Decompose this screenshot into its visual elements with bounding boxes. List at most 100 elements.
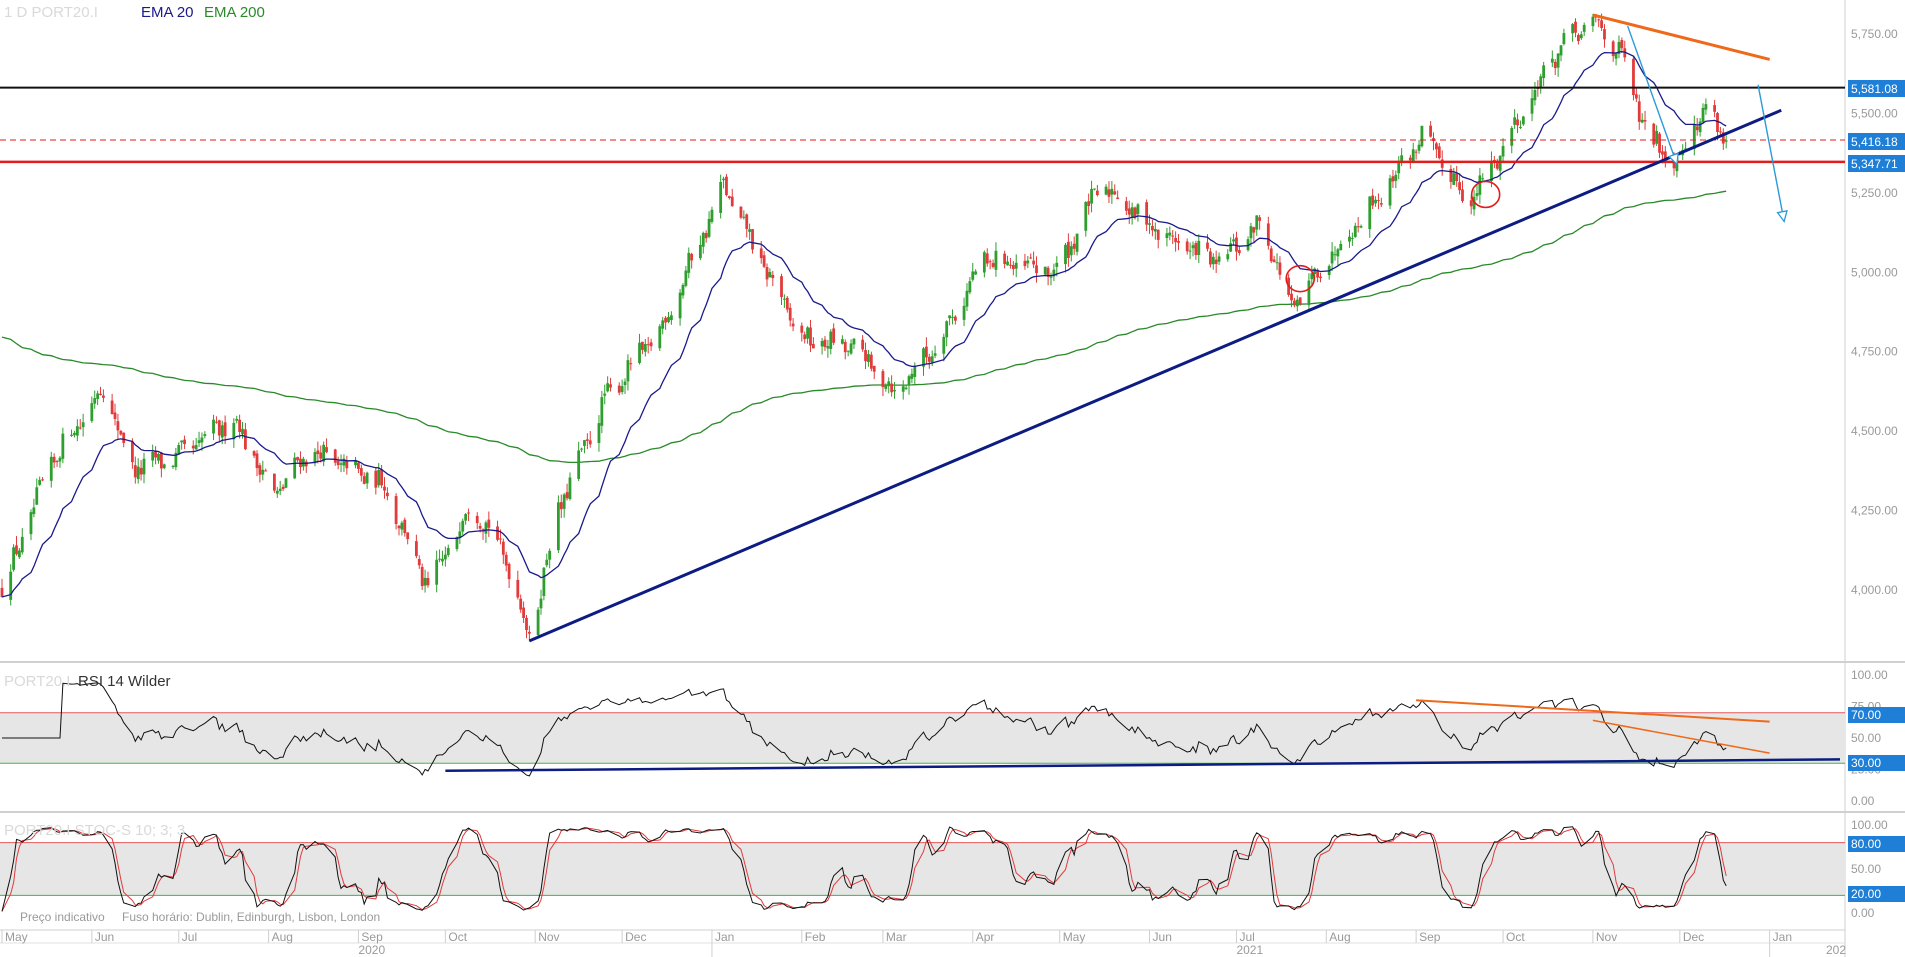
- candle-body: [264, 470, 268, 472]
- candle-body: [1290, 293, 1293, 301]
- candle: [780, 273, 783, 306]
- svg-text:70.00: 70.00: [1851, 708, 1881, 722]
- candle-body: [1519, 127, 1522, 129]
- candle: [1185, 238, 1189, 255]
- candle-body: [1661, 151, 1664, 155]
- candle-body: [374, 470, 378, 488]
- candle: [139, 460, 143, 481]
- candle: [1718, 126, 1722, 136]
- candle: [1623, 40, 1627, 62]
- candle-body: [1368, 196, 1372, 230]
- stoch-legend[interactable]: PORT20.I STOC-S 10; 3; 3: [4, 822, 185, 839]
- candle: [965, 283, 969, 312]
- candle-body: [548, 550, 552, 560]
- candle-body: [823, 339, 827, 348]
- candle-body: [1420, 125, 1424, 147]
- candle-body: [704, 233, 708, 239]
- candle-body: [542, 567, 546, 597]
- highlight-circle: [1470, 180, 1501, 209]
- candle-body: [339, 463, 343, 465]
- year-label: 2020: [358, 943, 385, 957]
- candle-body: [116, 421, 120, 431]
- candle-body: [1075, 233, 1079, 252]
- price-axis[interactable]: 5,750.00 5,500.00 5,250.00 5,000.00 4,750.00…: [1851, 27, 1898, 597]
- candle: [545, 553, 549, 568]
- candle: [742, 210, 746, 220]
- candle-body: [698, 244, 702, 259]
- candle: [1293, 297, 1296, 308]
- ema20-legend[interactable]: EMA 20: [141, 4, 194, 21]
- candle-body: [362, 476, 366, 484]
- candle-body: [649, 342, 653, 347]
- ema200-legend[interactable]: EMA 200: [204, 4, 265, 21]
- candle: [1191, 241, 1195, 257]
- candle: [1420, 125, 1424, 148]
- candle: [1310, 265, 1314, 286]
- candle: [319, 445, 323, 463]
- price-tick-label: 5,500.00: [1851, 106, 1898, 120]
- candle: [971, 262, 975, 282]
- time-axis[interactable]: May Jun Jul Aug Sep Oct Nov Dec Jan Feb Mar Apr May J…: [1, 930, 1846, 957]
- month-label: Jan: [715, 930, 734, 944]
- candle-body: [1388, 178, 1392, 206]
- candle-body: [220, 425, 224, 438]
- candle-body: [1148, 223, 1151, 225]
- rsi-legend[interactable]: RSI 14 Wilder: [78, 673, 171, 690]
- candle: [568, 472, 572, 501]
- candle: [443, 546, 447, 567]
- candle-body: [771, 274, 775, 279]
- year-label: 202: [1826, 943, 1846, 957]
- candle-body: [867, 354, 870, 363]
- candle: [580, 447, 583, 452]
- candle-body: [238, 419, 242, 432]
- candle-body: [113, 412, 117, 419]
- candle: [1368, 196, 1372, 238]
- candle-body: [1510, 128, 1514, 146]
- arrow-shaft: [1627, 25, 1678, 165]
- candle-body: [475, 515, 479, 524]
- candle: [585, 433, 589, 450]
- candle: [1640, 113, 1644, 124]
- candle: [852, 338, 856, 349]
- candle-body: [991, 263, 995, 267]
- candle-body: [742, 216, 746, 218]
- candle-body: [1064, 244, 1067, 265]
- candle-body: [78, 427, 82, 429]
- candle-body: [1046, 267, 1050, 277]
- candle: [113, 403, 117, 426]
- candle-body: [345, 460, 349, 469]
- candle-body: [281, 486, 285, 489]
- candle: [1116, 190, 1120, 200]
- candle-body: [501, 541, 505, 555]
- candle-body: [600, 397, 604, 426]
- candle: [414, 534, 418, 559]
- candle: [661, 316, 665, 335]
- candle: [603, 384, 607, 405]
- candle-body: [1597, 19, 1601, 21]
- month-label: Nov: [538, 930, 559, 944]
- candle-body: [1571, 24, 1575, 34]
- candle: [1151, 219, 1154, 237]
- candle: [588, 430, 592, 448]
- candle: [1400, 148, 1404, 167]
- candle: [1177, 234, 1180, 251]
- candle: [869, 351, 873, 372]
- candle-body: [1174, 237, 1178, 243]
- candle: [1695, 117, 1699, 136]
- candle-body: [1049, 276, 1053, 278]
- candle-body: [49, 456, 53, 481]
- candle-body: [1206, 242, 1209, 249]
- candle-body: [658, 326, 662, 349]
- candle: [1577, 33, 1580, 45]
- candle: [641, 341, 644, 355]
- candle-body: [788, 307, 792, 321]
- candle-body: [840, 339, 844, 344]
- candle-body: [183, 439, 186, 445]
- candle-body: [1600, 20, 1603, 28]
- candle: [1252, 226, 1256, 243]
- candle-body: [1614, 53, 1618, 59]
- candle-body: [722, 178, 725, 181]
- stoch-tag-80: 80.00: [1848, 836, 1905, 852]
- candle-body: [1698, 121, 1702, 133]
